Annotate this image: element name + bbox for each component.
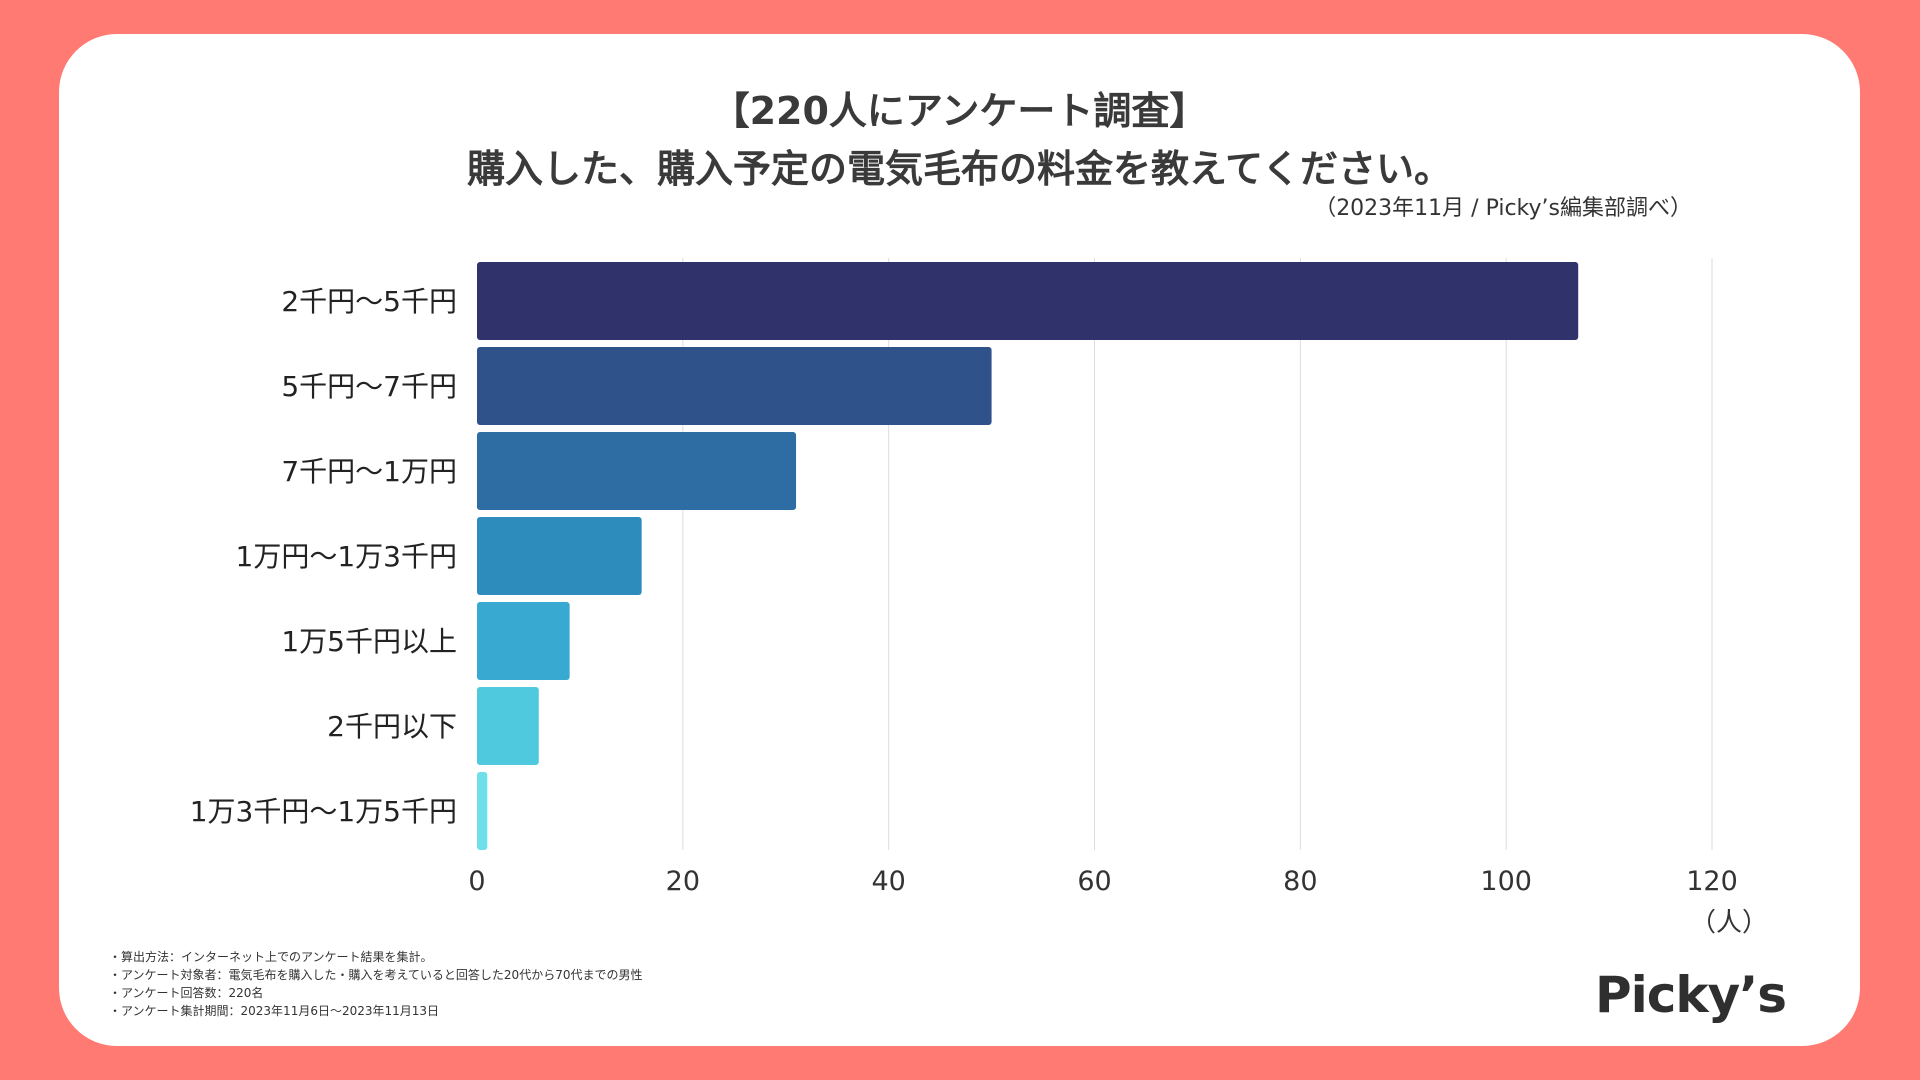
category-label: 5千円〜7千円 — [281, 370, 457, 403]
bar-chart: 2千円〜5千円 5千円〜7千円 7千円〜1万円 1万円〜1万3千円 1万5千円以上 2千円… — [190, 258, 1738, 897]
category-label: 2千円〜5千円 — [281, 285, 457, 318]
category-label: 1万5千円以上 — [281, 625, 457, 658]
category-label: 1万3千円〜1万5千円 — [190, 795, 457, 828]
bar — [477, 517, 642, 595]
picky-logo: Picky’s — [1594, 966, 1787, 1024]
chart-title-line2: 購入した、購入予定の電気毛布の料金を教えてください。 — [467, 147, 1452, 191]
category-label: 2千円以下 — [327, 710, 457, 743]
x-tick-label: 40 — [871, 866, 905, 897]
note-target: ・アンケート対象者：電気毛布を購入した・購入を考えていると回答した20代から70… — [109, 968, 643, 982]
bar — [477, 772, 488, 850]
chart-card: 【220人にアンケート調査】 購入した、購入予定の電気毛布の料金を教えてください… — [59, 34, 1860, 1046]
note-period: ・アンケート集計期間：2023年11月6日〜2023年11月13日 — [109, 1004, 440, 1018]
bar — [477, 687, 539, 765]
bar — [477, 347, 992, 425]
x-tick-label: 80 — [1283, 866, 1317, 897]
bar — [477, 602, 570, 680]
bar — [477, 262, 1579, 340]
x-tick-label: 0 — [468, 866, 485, 897]
note-count: ・アンケート回答数：220名 — [109, 986, 264, 1000]
bar — [477, 432, 797, 510]
x-axis-unit: （人） — [1689, 908, 1768, 938]
x-tick-label: 20 — [666, 866, 700, 897]
category-label: 7千円〜1万円 — [281, 455, 457, 488]
x-tick-label: 120 — [1686, 866, 1738, 897]
chart-source: （2023年11月 / Picky’s編集部調べ） — [1314, 196, 1692, 221]
x-tick-label: 60 — [1077, 866, 1111, 897]
x-tick-label: 100 — [1480, 866, 1532, 897]
chart-title-line1: 【220人にアンケート調査】 — [711, 89, 1208, 133]
note-method: ・算出方法：インターネット上でのアンケート結果を集計。 — [109, 950, 433, 964]
survey-notes: ・算出方法：インターネット上でのアンケート結果を集計。 ・アンケート対象者：電気… — [109, 948, 642, 1020]
category-label: 1万円〜1万3千円 — [236, 540, 457, 573]
